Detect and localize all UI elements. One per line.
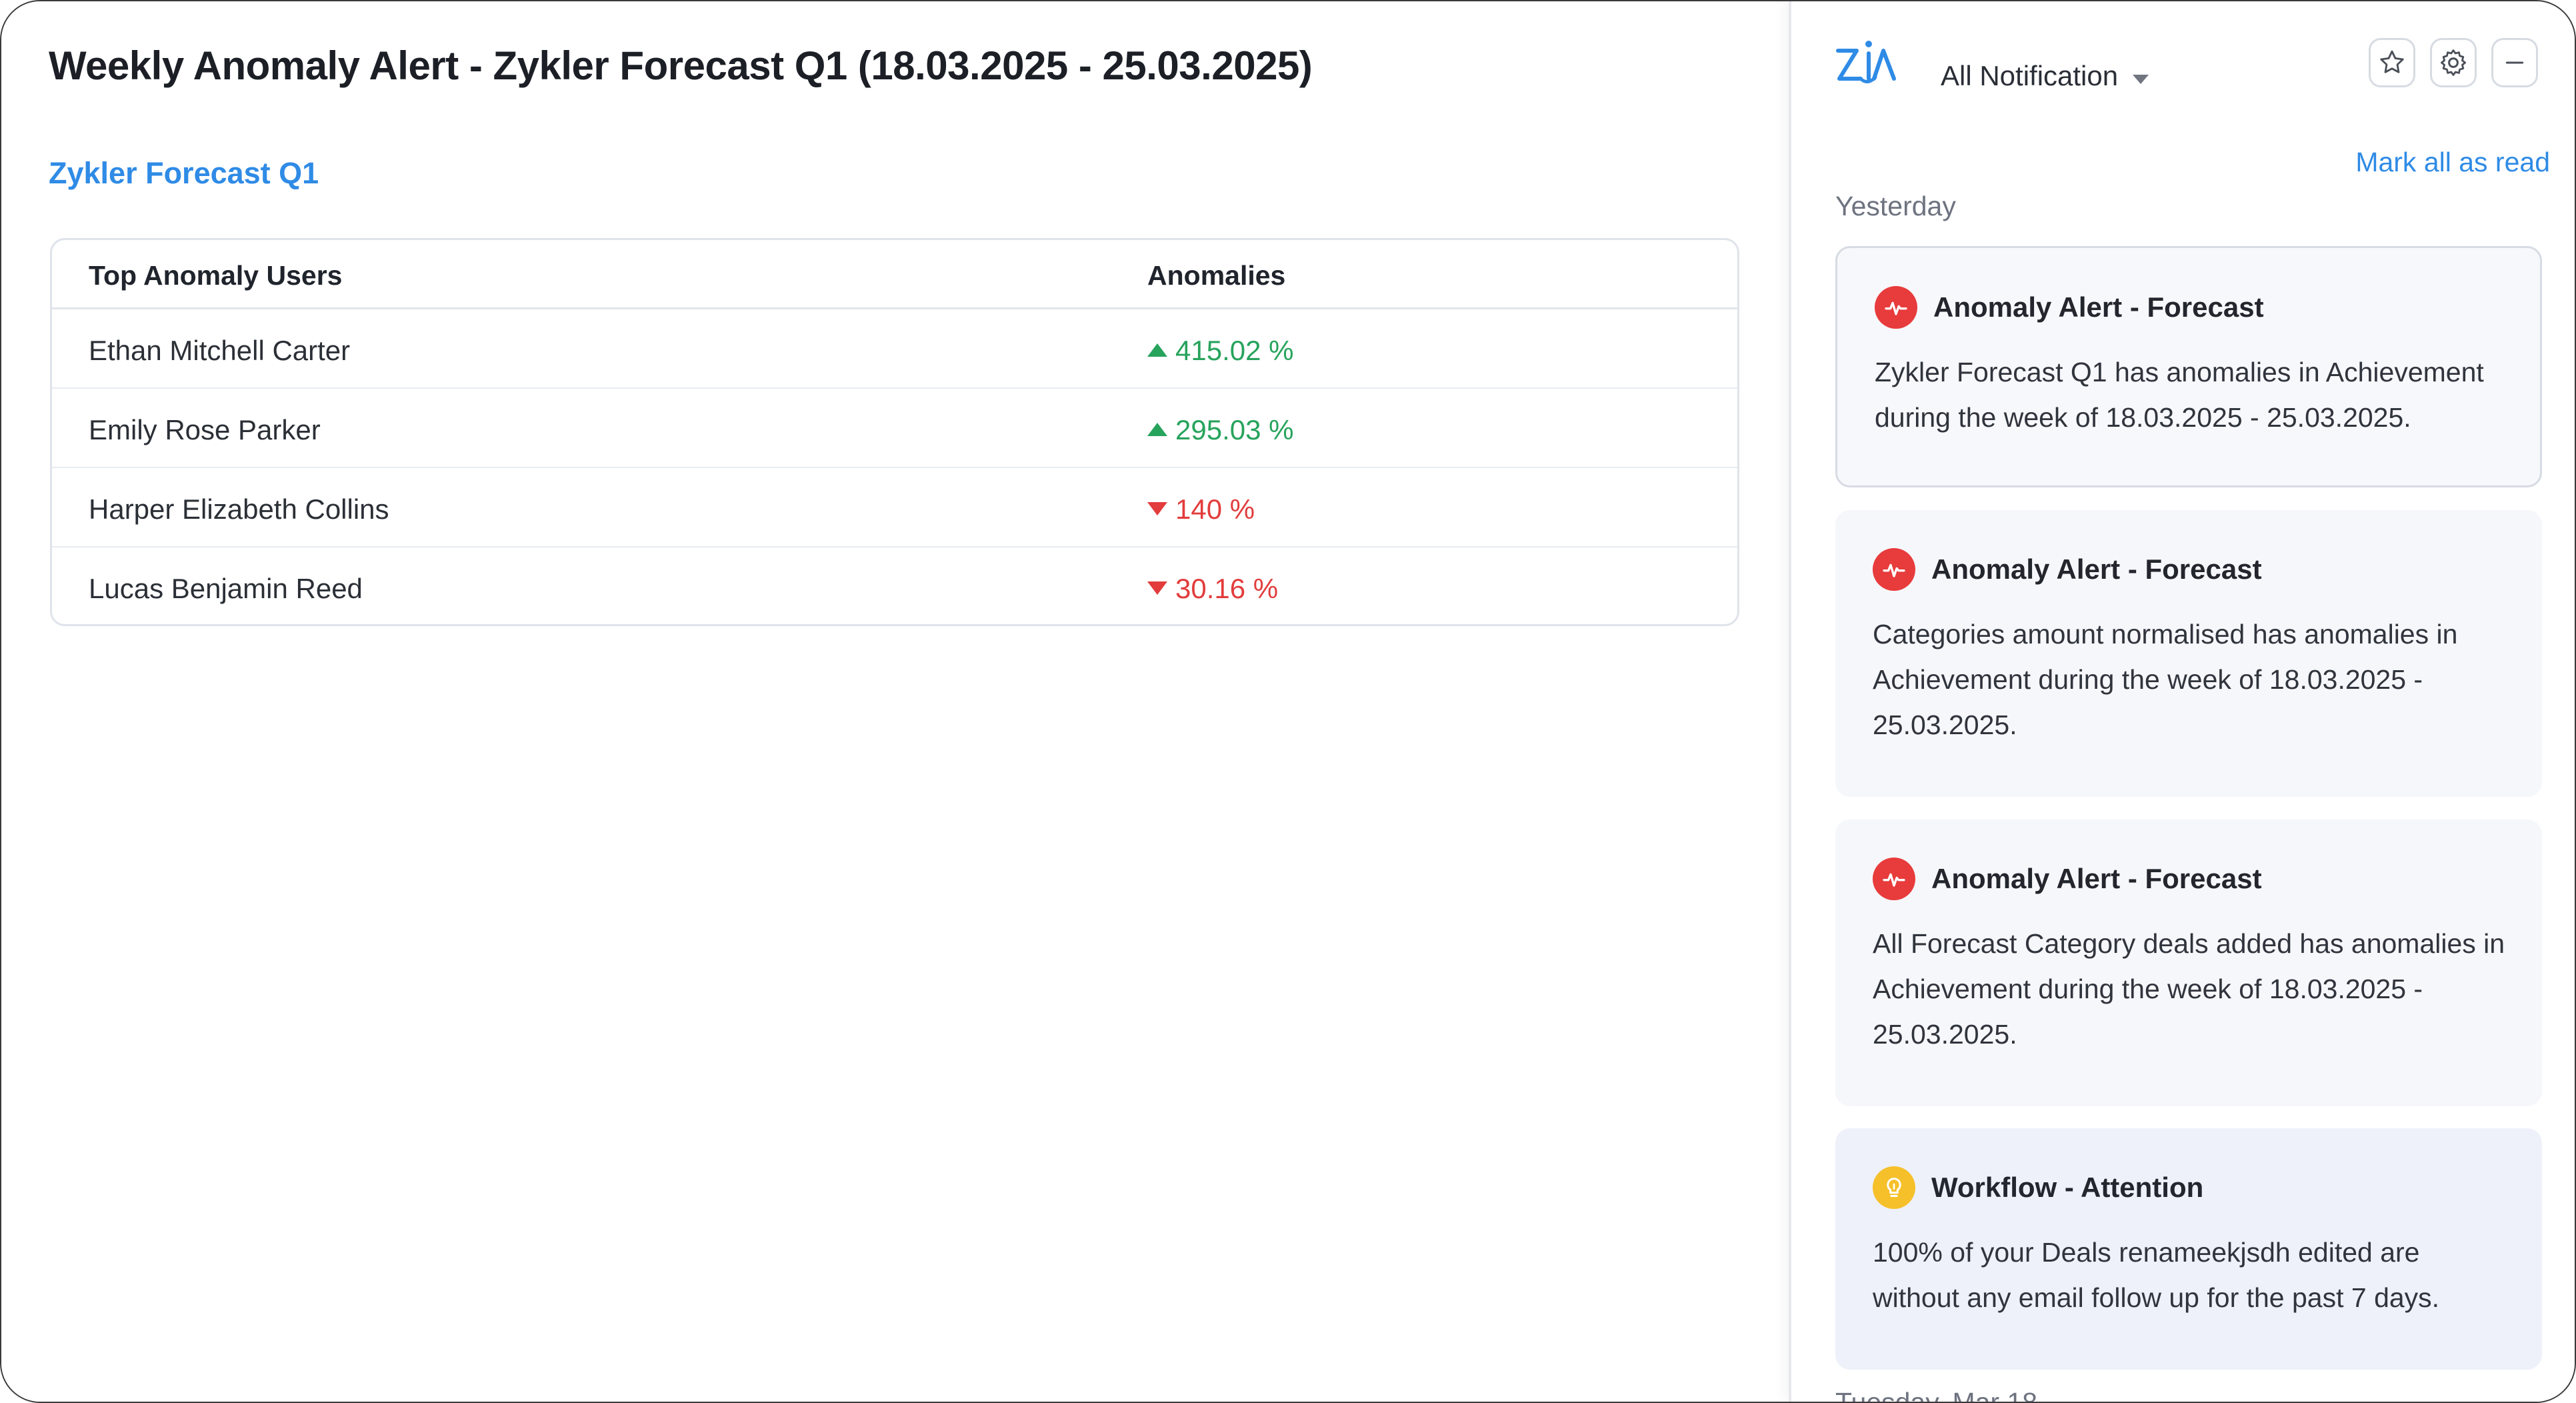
trend-up-icon bbox=[1147, 343, 1167, 357]
user-name: Emily Rose Parker bbox=[89, 414, 321, 445]
caret-down-icon bbox=[2133, 74, 2149, 84]
anomaly-percent: 30.16 % bbox=[1175, 573, 1279, 604]
table-header: Top Anomaly Users Anomalies bbox=[52, 240, 1737, 309]
anomaly-pulse-icon bbox=[1875, 286, 1917, 329]
notification-title: Anomaly Alert - Forecast bbox=[1931, 553, 2262, 585]
anomaly-value: 140 % bbox=[1147, 493, 1255, 525]
notification-body: 100% of your Deals renameekjsdh edited a… bbox=[1873, 1237, 2440, 1313]
mark-all-read-link[interactable]: Mark all as read bbox=[2355, 147, 2550, 177]
anomaly-pulse-icon bbox=[1873, 548, 1915, 591]
lightbulb-icon bbox=[1873, 1166, 1915, 1209]
user-name: Lucas Benjamin Reed bbox=[89, 573, 363, 604]
trend-down-icon bbox=[1147, 501, 1167, 515]
anomaly-value: 295.03 % bbox=[1147, 414, 1293, 446]
notification-title: Anomaly Alert - Forecast bbox=[1931, 863, 2262, 894]
notification-card[interactable]: Anomaly Alert - Forecast Zykler Forecast… bbox=[1835, 246, 2542, 487]
user-name: Harper Elizabeth Collins bbox=[89, 493, 389, 525]
notification-body: All Forecast Category deals added has an… bbox=[1873, 928, 2505, 1050]
anomaly-value: 415.02 % bbox=[1147, 335, 1293, 367]
favorite-button[interactable] bbox=[2369, 38, 2415, 87]
minimize-icon bbox=[2505, 61, 2524, 64]
notification-body: Categories amount normalised has anomali… bbox=[1873, 619, 2458, 740]
column-header-anomalies: Anomalies bbox=[1147, 260, 1286, 291]
gear-icon bbox=[2441, 49, 2466, 76]
table-row: Harper Elizabeth Collins 140 % bbox=[52, 468, 1737, 547]
group-label-yesterday: Yesterday bbox=[1835, 191, 1956, 221]
settings-button[interactable] bbox=[2430, 38, 2477, 87]
group-label-next: Tuesday, Mar 18 bbox=[1835, 1387, 2038, 1403]
minimize-button[interactable] bbox=[2491, 38, 2538, 87]
anomaly-value: 30.16 % bbox=[1147, 573, 1278, 605]
notification-body: Zykler Forecast Q1 has anomalies in Achi… bbox=[1875, 357, 2484, 433]
report-link[interactable]: Zykler Forecast Q1 bbox=[49, 156, 319, 190]
anomaly-percent: 415.02 % bbox=[1175, 335, 1294, 366]
anomaly-percent: 295.03 % bbox=[1175, 414, 1294, 445]
table-row: Lucas Benjamin Reed 30.16 % bbox=[52, 547, 1737, 624]
anomaly-percent: 140 % bbox=[1175, 493, 1255, 525]
notification-panel: All Notification Mark all as read Yester… bbox=[1789, 1, 2575, 1403]
column-header-users: Top Anomaly Users bbox=[89, 260, 343, 291]
star-icon bbox=[2380, 50, 2404, 73]
anomaly-pulse-icon bbox=[1873, 858, 1915, 900]
notification-filter-dropdown[interactable]: All Notification bbox=[1941, 60, 2149, 92]
table-row: Ethan Mitchell Carter 415.02 % bbox=[52, 309, 1737, 389]
notification-card[interactable]: Workflow - Attention 100% of your Deals … bbox=[1835, 1128, 2542, 1370]
anomaly-table: Top Anomaly Users Anomalies Ethan Mitche… bbox=[50, 238, 1739, 626]
trend-down-icon bbox=[1147, 581, 1167, 595]
filter-label: All Notification bbox=[1941, 60, 2119, 91]
notification-title: Anomaly Alert - Forecast bbox=[1933, 291, 2264, 323]
zia-logo-icon bbox=[1834, 36, 1898, 89]
table-row: Emily Rose Parker 295.03 % bbox=[52, 389, 1737, 468]
trend-up-icon bbox=[1147, 422, 1167, 436]
report-pane: Weekly Anomaly Alert - Zykler Forecast Q… bbox=[1, 1, 1788, 1402]
notification-card[interactable]: Anomaly Alert - Forecast All Forecast Ca… bbox=[1835, 820, 2542, 1106]
user-name: Ethan Mitchell Carter bbox=[89, 335, 351, 366]
notification-title: Workflow - Attention bbox=[1931, 1172, 2204, 1203]
notification-card[interactable]: Anomaly Alert - Forecast Categories amou… bbox=[1835, 510, 2542, 797]
page-title: Weekly Anomaly Alert - Zykler Forecast Q… bbox=[49, 43, 1313, 88]
